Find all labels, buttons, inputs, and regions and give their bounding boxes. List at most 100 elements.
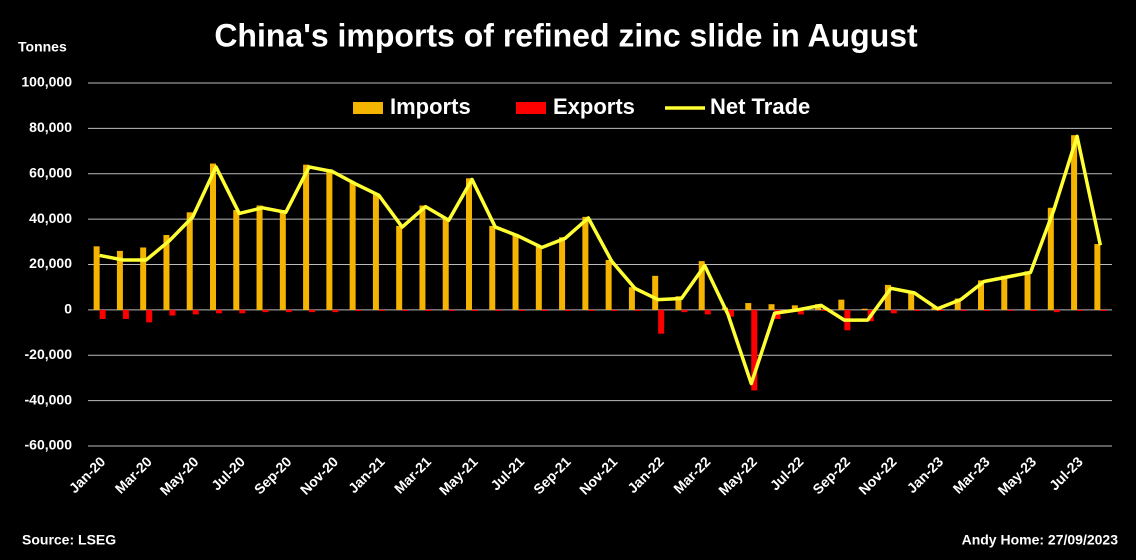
bar (1007, 309, 1014, 312)
x-tick-label: Mar-22 (670, 453, 713, 496)
x-tick-label: May-20 (157, 453, 202, 498)
bar (122, 309, 129, 319)
bar (978, 280, 984, 310)
x-tick-label: Jan-20 (66, 453, 109, 496)
bar (628, 287, 635, 310)
bar (442, 219, 449, 310)
x-tick-label: May-23 (994, 453, 1039, 498)
bar (495, 309, 502, 312)
bar (378, 309, 385, 312)
bar (890, 309, 897, 314)
bar (326, 169, 333, 310)
bar (372, 194, 379, 310)
y-tick-label: -40,000 (25, 391, 73, 407)
x-tick-label: May-21 (436, 453, 481, 498)
credit: Andy Home: 27/09/2023 (962, 532, 1119, 548)
bar (797, 309, 804, 315)
bar (751, 309, 758, 391)
y-axis-label: Tonnes (18, 39, 67, 55)
bar (745, 303, 752, 310)
bar (425, 309, 432, 312)
bar (116, 250, 123, 310)
bar (768, 304, 775, 310)
legend-marker (516, 102, 546, 114)
bar (332, 309, 339, 313)
bar (99, 309, 106, 319)
bar (1053, 309, 1060, 313)
bar (1071, 135, 1078, 310)
x-tick-label: Jan-23 (904, 453, 947, 496)
x-tick-label: Nov-21 (576, 453, 620, 497)
bar (884, 284, 891, 310)
line (99, 134, 1103, 386)
bar (821, 309, 828, 312)
y-tick-label: -60,000 (25, 437, 73, 453)
x-tick-label: Jul-21 (487, 453, 527, 493)
bar (605, 259, 612, 310)
chart-title: China's imports of refined zinc slide in… (214, 17, 918, 53)
bar (146, 309, 153, 323)
bar (256, 205, 263, 310)
bar (1094, 244, 1101, 310)
x-tick-label: Jul-23 (1046, 453, 1086, 493)
bar (535, 246, 542, 310)
bar (396, 225, 403, 310)
bar (163, 235, 170, 310)
bar (309, 309, 316, 313)
legend-label: Imports (390, 94, 471, 119)
x-tick-label: Sep-22 (809, 453, 853, 497)
bar (861, 308, 868, 310)
bar (704, 309, 711, 315)
legend-marker (353, 102, 383, 114)
bar (303, 164, 310, 310)
bar (588, 309, 595, 312)
bar (349, 182, 356, 310)
x-tick-label: Sep-20 (251, 453, 295, 497)
bar (262, 309, 269, 313)
bar (402, 309, 409, 312)
bar (489, 225, 496, 310)
x-tick-label: Mar-21 (391, 453, 434, 496)
bar (559, 237, 566, 310)
x-tick-label: Jan-21 (345, 453, 388, 496)
bar (960, 309, 967, 312)
bar (838, 299, 845, 310)
bar (140, 247, 147, 310)
x-tick-label: May-22 (715, 453, 760, 498)
legend-label: Exports (553, 94, 635, 119)
y-tick-label: 60,000 (29, 164, 72, 180)
x-tick-label: Sep-21 (530, 453, 574, 497)
x-tick-label: Nov-20 (297, 453, 341, 497)
bar (192, 309, 199, 315)
x-tick-label: Jan-22 (624, 453, 667, 496)
bar (541, 309, 548, 312)
bar (582, 216, 589, 310)
bar (472, 309, 478, 312)
bar (169, 309, 176, 316)
bar (658, 309, 665, 334)
y-tick-label: 100,000 (21, 74, 72, 90)
bar (984, 309, 990, 312)
bar (512, 235, 519, 310)
bar (233, 210, 240, 310)
bar (355, 309, 362, 312)
bar (1100, 309, 1107, 312)
bar (1030, 309, 1037, 312)
bar (914, 309, 921, 312)
bar (728, 309, 734, 317)
y-tick-label: 40,000 (29, 210, 72, 226)
x-tick-label: Mar-23 (950, 453, 993, 496)
bar (93, 246, 100, 310)
bar (675, 296, 682, 310)
bar (1001, 275, 1008, 310)
bar (419, 205, 426, 310)
x-tick-label: Mar-20 (112, 453, 155, 496)
bar (698, 261, 705, 310)
bar (652, 275, 659, 310)
y-tick-label: -20,000 (25, 346, 73, 362)
bar (448, 309, 455, 312)
y-tick-label: 20,000 (29, 255, 72, 271)
bar (611, 309, 618, 312)
bar (216, 309, 222, 314)
